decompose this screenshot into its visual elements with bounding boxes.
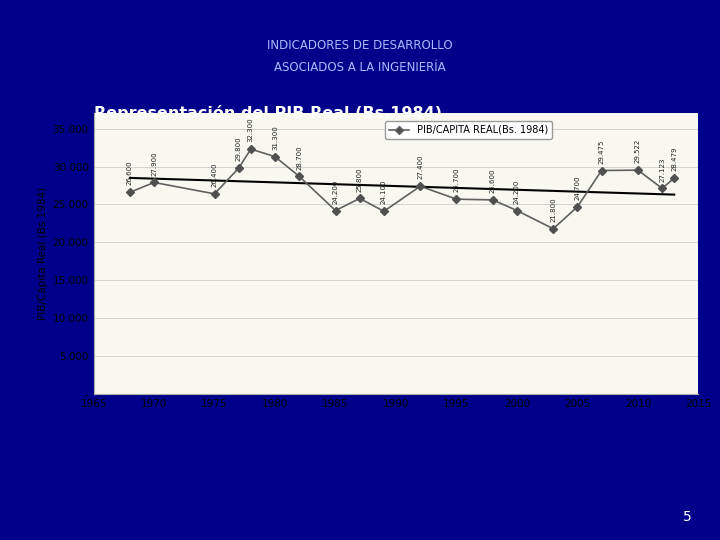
Text: 25.800: 25.800 bbox=[356, 167, 363, 192]
Text: 29.522: 29.522 bbox=[635, 139, 641, 163]
Text: 24.100: 24.100 bbox=[381, 180, 387, 205]
Text: 32.300: 32.300 bbox=[248, 118, 254, 142]
Text: 27.123: 27.123 bbox=[659, 157, 665, 181]
Text: 27.400: 27.400 bbox=[417, 155, 423, 179]
Text: 28.700: 28.700 bbox=[296, 145, 302, 170]
Text: 29.800: 29.800 bbox=[235, 137, 242, 161]
Text: INDICADORES DE DESARROLLO: INDICADORES DE DESARROLLO bbox=[267, 39, 453, 52]
Legend: PIB/CAPITA REAL(Bs. 1984): PIB/CAPITA REAL(Bs. 1984) bbox=[385, 121, 552, 139]
Text: 29.475: 29.475 bbox=[598, 139, 605, 164]
Y-axis label: PIB/Cápita Real (Bs.1984): PIB/Cápita Real (Bs.1984) bbox=[38, 187, 48, 320]
Text: 27.900: 27.900 bbox=[151, 151, 157, 176]
Text: 28.479: 28.479 bbox=[671, 147, 678, 171]
Text: 21.800: 21.800 bbox=[550, 197, 557, 222]
Text: 31.300: 31.300 bbox=[272, 125, 278, 150]
Text: 25.700: 25.700 bbox=[454, 168, 459, 192]
Text: 25.600: 25.600 bbox=[490, 168, 496, 193]
Text: 24.200: 24.200 bbox=[514, 179, 520, 204]
Text: Representación del PIB Real (Bs.1984): Representación del PIB Real (Bs.1984) bbox=[94, 105, 441, 122]
Text: 24.200: 24.200 bbox=[333, 179, 338, 204]
Text: 24.700: 24.700 bbox=[575, 176, 580, 200]
Text: 26.400: 26.400 bbox=[212, 163, 217, 187]
Text: ASOCIADOS A LA INGENIERÍA: ASOCIADOS A LA INGENIERÍA bbox=[274, 61, 446, 74]
Text: 26.600: 26.600 bbox=[127, 161, 133, 186]
Text: 5: 5 bbox=[683, 510, 691, 524]
